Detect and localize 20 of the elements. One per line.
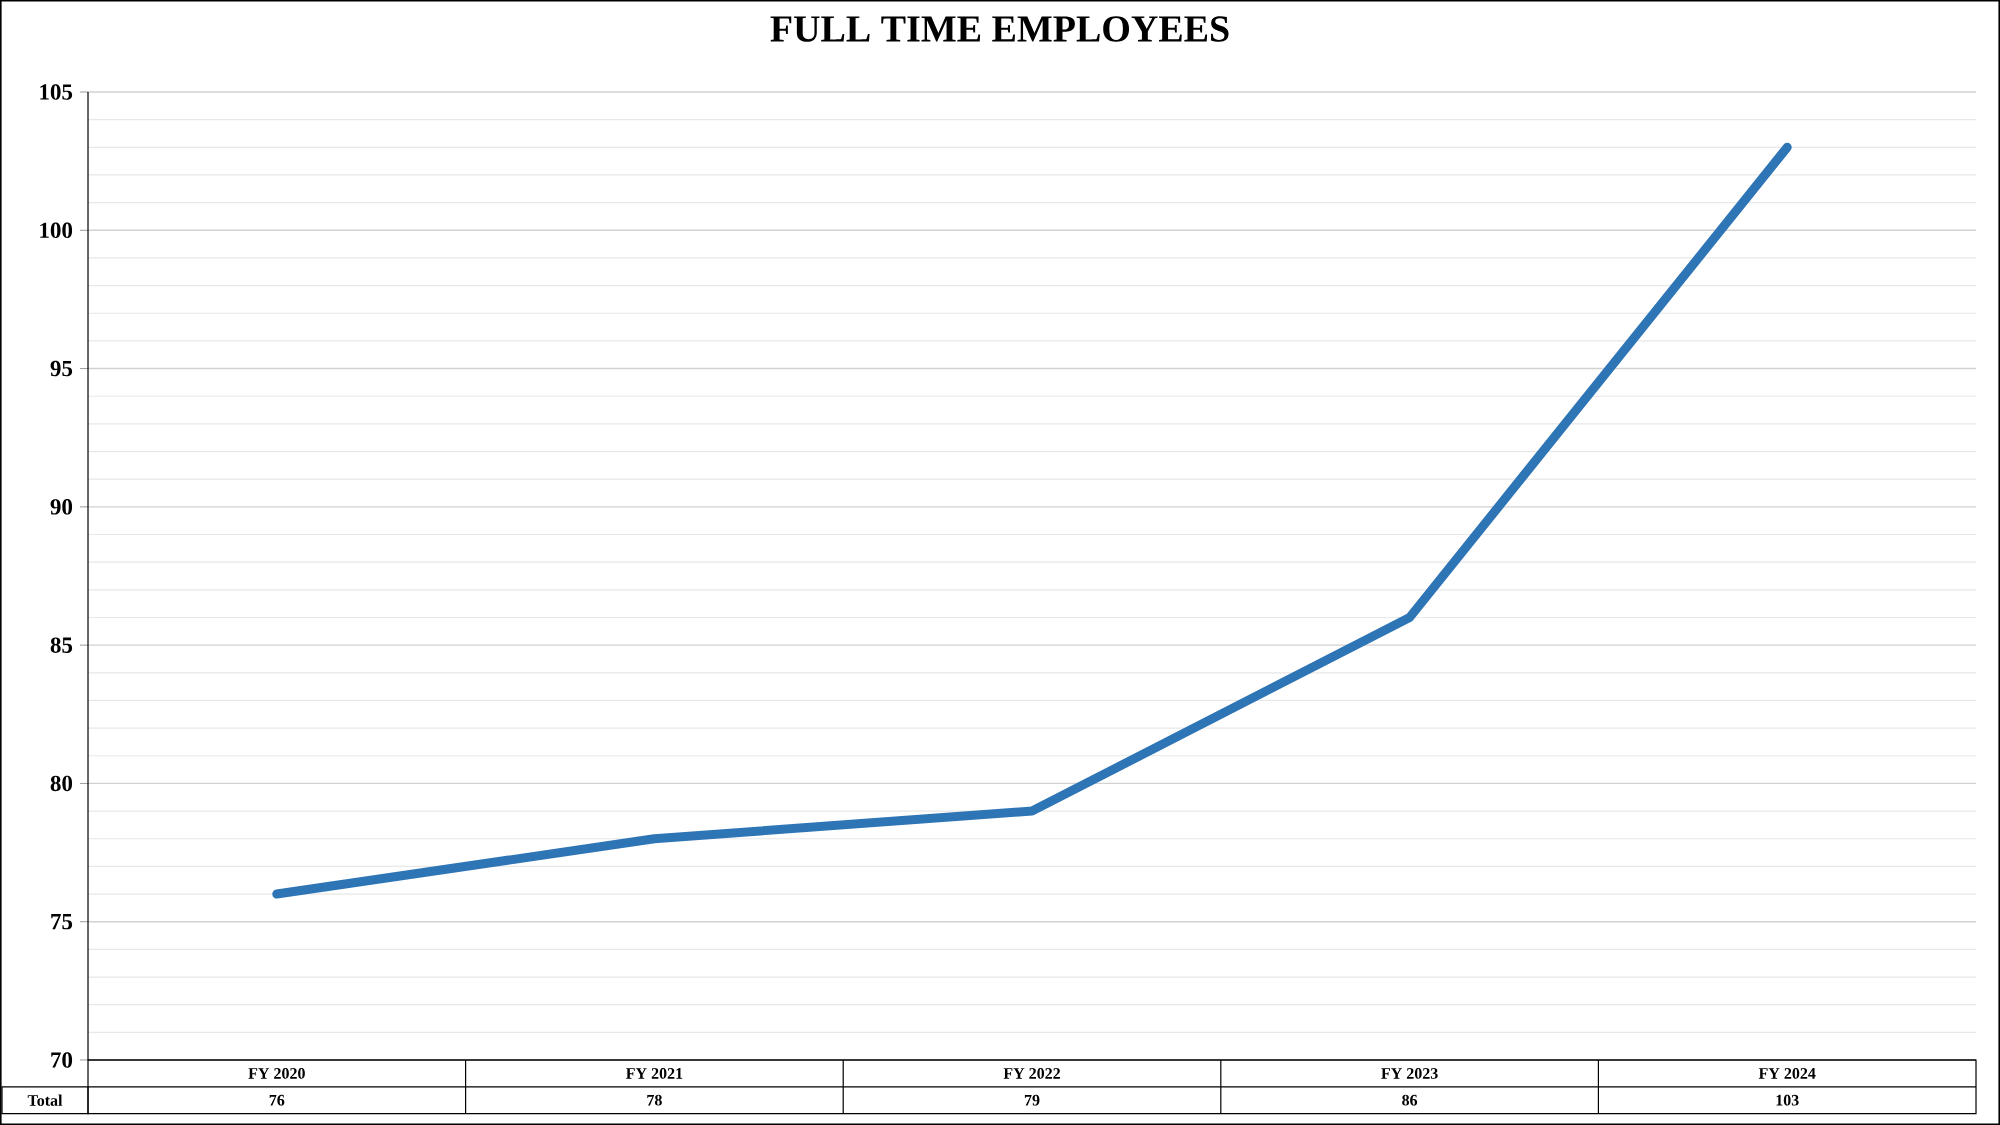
y-tick-label: 85: [50, 637, 73, 653]
y-tick-label: 100: [40, 222, 73, 239]
data-label: 76: [269, 1094, 285, 1106]
data-label: 103: [1776, 1094, 1799, 1106]
data-label: 79: [1024, 1094, 1040, 1106]
x-tick-label: FY 2023: [1381, 1068, 1438, 1079]
y-tick-label: 90: [50, 499, 73, 515]
text: Total: [27, 1094, 63, 1106]
chart-title: FULL TIME EMPLOYEES: [770, 16, 1229, 42]
x-tick-label: FY 2022: [1003, 1068, 1060, 1079]
data-label: 78: [647, 1094, 662, 1106]
y-tick-label: 70: [51, 1052, 73, 1068]
data-label: 86: [1402, 1094, 1418, 1106]
y-tick-label: 95: [50, 360, 73, 377]
x-tick-label: FY 2021: [626, 1068, 683, 1079]
y-tick-label: 75: [51, 914, 73, 930]
x-tick-label: FY 2020: [248, 1068, 305, 1079]
y-tick-label: 80: [50, 775, 73, 792]
y-tick-label: 105: [40, 84, 73, 100]
x-tick-label: FY 2024: [1758, 1068, 1816, 1079]
